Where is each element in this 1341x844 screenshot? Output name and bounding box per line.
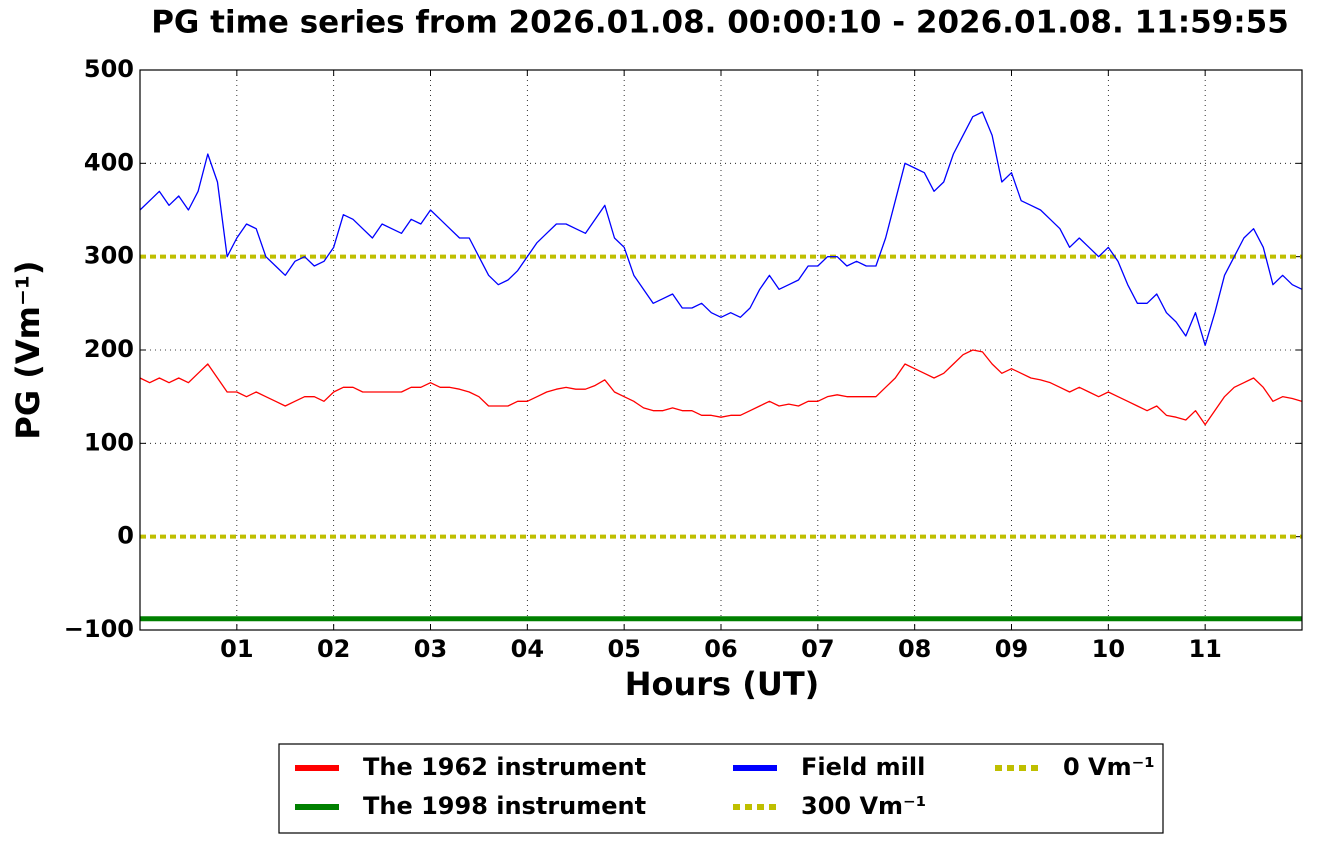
y-tick-label: 300 [84, 242, 134, 270]
legend-label: 0 Vm⁻¹ [1063, 753, 1155, 781]
legend-label: 300 Vm⁻¹ [801, 792, 926, 820]
series-line [139, 349, 1303, 426]
y-tick-label: 200 [84, 335, 134, 363]
y-tick-label: 500 [84, 55, 134, 83]
x-tick-label: 04 [511, 635, 544, 663]
x-axis-label: Hours (UT) [625, 665, 820, 703]
x-tick-label: 10 [1092, 635, 1125, 663]
x-tick-label: 08 [898, 635, 931, 663]
series-line [139, 111, 1303, 346]
x-tick-label: 06 [704, 635, 737, 663]
y-tick-label: 0 [117, 522, 134, 550]
x-tick-label: 01 [220, 635, 253, 663]
y-tick-label: 400 [84, 148, 134, 176]
plot-frame [139, 69, 1303, 631]
legend-label: The 1962 instrument [363, 753, 646, 781]
x-tick-label: 02 [317, 635, 350, 663]
y-tick-label: −100 [64, 615, 134, 643]
x-tick-label: 11 [1188, 635, 1221, 663]
x-tick-label: 03 [414, 635, 447, 663]
chart-title: PG time series from 2026.01.08. 00:00:10… [151, 5, 1289, 41]
legend-box [278, 743, 1164, 834]
legend-label: The 1998 instrument [363, 792, 646, 820]
y-axis-label: PG (Vm⁻¹) [9, 260, 47, 439]
x-tick-label: 09 [995, 635, 1028, 663]
x-tick-label: 05 [607, 635, 640, 663]
legend-label: Field mill [801, 753, 925, 781]
x-tick-label: 07 [801, 635, 834, 663]
y-tick-label: 100 [84, 428, 134, 456]
